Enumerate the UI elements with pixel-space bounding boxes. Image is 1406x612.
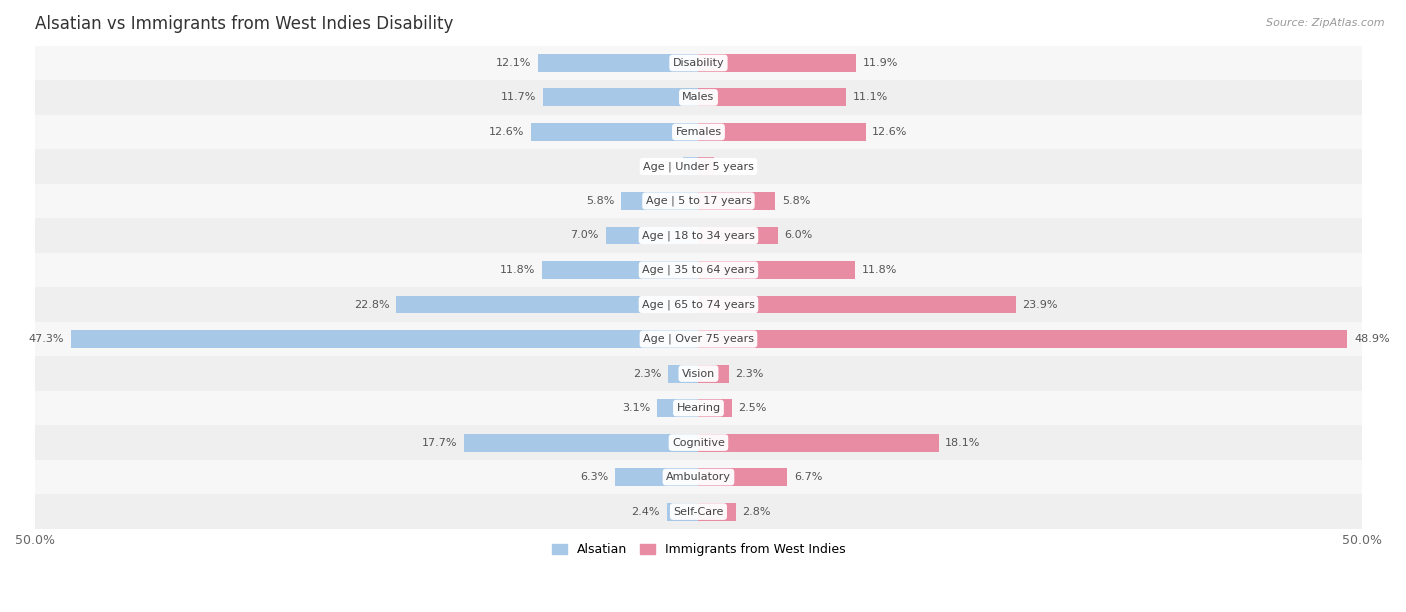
- Bar: [658, 399, 699, 417]
- Text: Age | 5 to 17 years: Age | 5 to 17 years: [645, 196, 751, 206]
- Text: 5.8%: 5.8%: [586, 196, 614, 206]
- Text: Ambulatory: Ambulatory: [666, 472, 731, 482]
- Bar: [35, 80, 1362, 114]
- Bar: [699, 226, 778, 244]
- Text: 2.4%: 2.4%: [631, 507, 659, 517]
- Bar: [699, 261, 855, 279]
- Bar: [699, 192, 776, 210]
- Bar: [35, 356, 1362, 391]
- Text: Age | 18 to 34 years: Age | 18 to 34 years: [643, 230, 755, 241]
- Text: 12.6%: 12.6%: [489, 127, 524, 137]
- Bar: [396, 296, 699, 313]
- Text: 2.5%: 2.5%: [738, 403, 766, 413]
- Text: 48.9%: 48.9%: [1354, 334, 1389, 344]
- Text: 23.9%: 23.9%: [1022, 299, 1057, 310]
- Text: 1.2%: 1.2%: [721, 162, 749, 171]
- Bar: [35, 184, 1362, 218]
- Text: 6.3%: 6.3%: [581, 472, 609, 482]
- Bar: [668, 365, 699, 382]
- Text: Disability: Disability: [672, 58, 724, 68]
- Bar: [614, 468, 699, 486]
- Bar: [35, 391, 1362, 425]
- Bar: [699, 296, 1015, 313]
- Text: Self-Care: Self-Care: [673, 507, 724, 517]
- Bar: [35, 149, 1362, 184]
- Legend: Alsatian, Immigrants from West Indies: Alsatian, Immigrants from West Indies: [547, 538, 851, 561]
- Bar: [699, 433, 939, 452]
- Bar: [538, 54, 699, 72]
- Text: Vision: Vision: [682, 368, 716, 379]
- Text: 7.0%: 7.0%: [571, 231, 599, 241]
- Bar: [464, 433, 699, 452]
- Text: Source: ZipAtlas.com: Source: ZipAtlas.com: [1267, 18, 1385, 28]
- Text: 11.7%: 11.7%: [501, 92, 537, 102]
- Bar: [35, 253, 1362, 287]
- Bar: [35, 494, 1362, 529]
- Text: Females: Females: [675, 127, 721, 137]
- Text: 2.3%: 2.3%: [735, 368, 763, 379]
- Text: 12.1%: 12.1%: [496, 58, 531, 68]
- Bar: [35, 425, 1362, 460]
- Bar: [699, 123, 866, 141]
- Bar: [35, 322, 1362, 356]
- Text: 11.8%: 11.8%: [501, 265, 536, 275]
- Text: 3.1%: 3.1%: [623, 403, 651, 413]
- Text: 11.8%: 11.8%: [862, 265, 897, 275]
- Text: Cognitive: Cognitive: [672, 438, 725, 447]
- Bar: [543, 89, 699, 106]
- Text: Alsatian vs Immigrants from West Indies Disability: Alsatian vs Immigrants from West Indies …: [35, 15, 453, 33]
- Text: 11.9%: 11.9%: [863, 58, 898, 68]
- Bar: [666, 502, 699, 521]
- Text: 6.7%: 6.7%: [794, 472, 823, 482]
- Text: Males: Males: [682, 92, 714, 102]
- Bar: [35, 114, 1362, 149]
- Text: Age | Under 5 years: Age | Under 5 years: [643, 161, 754, 172]
- Bar: [699, 157, 714, 176]
- Bar: [699, 330, 1347, 348]
- Text: Age | Over 75 years: Age | Over 75 years: [643, 334, 754, 345]
- Text: 2.8%: 2.8%: [742, 507, 770, 517]
- Bar: [621, 192, 699, 210]
- Text: Age | 65 to 74 years: Age | 65 to 74 years: [643, 299, 755, 310]
- Bar: [699, 365, 728, 382]
- Text: Age | 35 to 64 years: Age | 35 to 64 years: [643, 265, 755, 275]
- Bar: [699, 54, 856, 72]
- Text: 22.8%: 22.8%: [354, 299, 389, 310]
- Text: 18.1%: 18.1%: [945, 438, 980, 447]
- Text: Hearing: Hearing: [676, 403, 720, 413]
- Bar: [699, 89, 846, 106]
- Text: 11.1%: 11.1%: [852, 92, 887, 102]
- Text: 1.2%: 1.2%: [648, 162, 676, 171]
- Bar: [35, 460, 1362, 494]
- Bar: [606, 226, 699, 244]
- Bar: [699, 502, 735, 521]
- Text: 6.0%: 6.0%: [785, 231, 813, 241]
- Bar: [531, 123, 699, 141]
- Bar: [699, 468, 787, 486]
- Bar: [35, 218, 1362, 253]
- Text: 12.6%: 12.6%: [872, 127, 908, 137]
- Bar: [699, 399, 731, 417]
- Bar: [35, 46, 1362, 80]
- Text: 2.3%: 2.3%: [633, 368, 661, 379]
- Bar: [35, 287, 1362, 322]
- Text: 47.3%: 47.3%: [28, 334, 65, 344]
- Bar: [682, 157, 699, 176]
- Text: 5.8%: 5.8%: [782, 196, 810, 206]
- Bar: [541, 261, 699, 279]
- Text: 17.7%: 17.7%: [422, 438, 457, 447]
- Bar: [70, 330, 699, 348]
